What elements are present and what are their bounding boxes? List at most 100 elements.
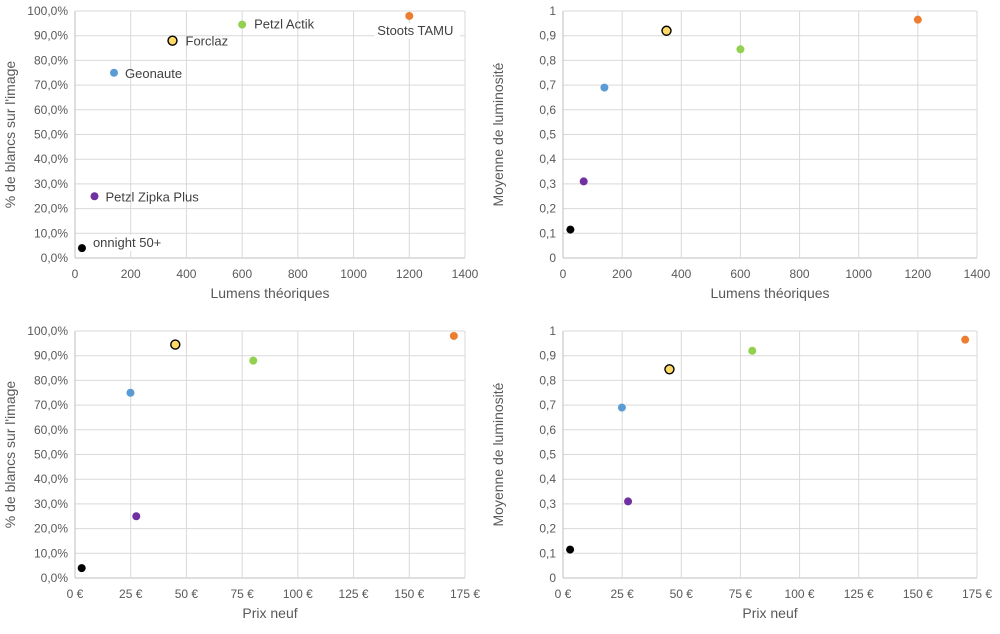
chart-4: 0 0,1 0,2 0,3 0,4 0,5 0,6 0,7 0,8 0,9 1 0 € 25 € 50 €… bbox=[490, 324, 992, 621]
x-axis-title: Lumens théoriques bbox=[210, 285, 329, 301]
data-point bbox=[624, 497, 633, 506]
data-point bbox=[661, 25, 672, 36]
data-label-background bbox=[89, 235, 170, 252]
x-tick-label: 50 € bbox=[670, 587, 694, 601]
data-point bbox=[664, 364, 675, 375]
data-label-background bbox=[374, 22, 461, 39]
data-point bbox=[449, 331, 458, 340]
y-tick-label: 70,0% bbox=[34, 78, 68, 92]
y-tick-label: 0,0% bbox=[41, 571, 69, 585]
y-tick-label: 1 bbox=[549, 324, 556, 338]
y-tick-label: 80,0% bbox=[34, 53, 68, 67]
x-tick-label: 175 € bbox=[962, 587, 992, 601]
x-tick-label: 100 € bbox=[785, 587, 815, 601]
y-tick-label: 0,4 bbox=[539, 152, 556, 166]
x-tick-label: 100 € bbox=[283, 587, 313, 601]
y-tick-label: 0,5 bbox=[539, 128, 556, 142]
data-point bbox=[736, 45, 745, 54]
y-tick-label: 70,0% bbox=[34, 398, 68, 412]
data-point bbox=[90, 192, 99, 201]
y-tick-label: 50,0% bbox=[34, 128, 68, 142]
x-tick-label: 1000 bbox=[340, 267, 367, 281]
x-tick-label: 75 € bbox=[729, 587, 753, 601]
gridlines bbox=[562, 330, 978, 579]
y-axis-title: % de blancs sur l'image bbox=[2, 381, 18, 529]
y-tick-label: 10,0% bbox=[34, 546, 68, 560]
x-tick-label: 25 € bbox=[119, 587, 143, 601]
y-tick-label: 0,9 bbox=[539, 29, 556, 43]
data-label: Petzl Actik bbox=[254, 17, 314, 32]
x-tick-label: 600 bbox=[730, 267, 750, 281]
y-axis-title: Moyenne de luminosité bbox=[490, 62, 506, 206]
x-tick-label: 0 bbox=[72, 267, 79, 281]
y-tick-label: 0,2 bbox=[539, 522, 556, 536]
x-tick-label: 0 € bbox=[67, 587, 84, 601]
x-tick-label: 0 € bbox=[555, 587, 572, 601]
data-label: Petzl Zipka Plus bbox=[106, 189, 200, 204]
x-tick-label: 400 bbox=[176, 267, 196, 281]
x-tick-label: 125 € bbox=[844, 587, 874, 601]
y-tick-label: 30,0% bbox=[34, 497, 68, 511]
y-tick-label: 100,0% bbox=[27, 324, 68, 338]
y-tick-label: 0,2 bbox=[539, 202, 556, 216]
x-tick-label: 25 € bbox=[610, 587, 634, 601]
data-point bbox=[77, 564, 86, 573]
y-tick-label: 80,0% bbox=[34, 373, 68, 387]
y-tick-label: 0,4 bbox=[539, 472, 556, 486]
x-tick-label: 200 bbox=[121, 267, 141, 281]
chart-3: 0,0% 10,0% 20,0% 30,0% 40,0% 50,0% 60,0% 70,0% 8… bbox=[2, 324, 480, 621]
data-point bbox=[170, 339, 181, 350]
data-point bbox=[238, 20, 247, 29]
data-point bbox=[913, 15, 922, 24]
chart-1: 0,0% 10,0% 20,0% 30,0% 40,0% 50,0% 60,0% 70,0% 8… bbox=[2, 4, 479, 301]
x-tick-label: 0 bbox=[560, 267, 567, 281]
gridlines bbox=[74, 10, 466, 259]
y-tick-label: 0,3 bbox=[539, 497, 556, 511]
y-tick-label: 0,8 bbox=[539, 373, 556, 387]
y-tick-label: 0,6 bbox=[539, 423, 556, 437]
y-tick-label: 0,1 bbox=[539, 226, 556, 240]
data-point bbox=[579, 177, 588, 186]
x-tick-label: 175 € bbox=[450, 587, 480, 601]
x-tick-label: 200 bbox=[612, 267, 632, 281]
x-axis-title: Prix neuf bbox=[742, 605, 797, 621]
x-axis-title: Prix neuf bbox=[242, 605, 297, 621]
x-axis-title: Lumens théoriques bbox=[710, 285, 829, 301]
data-point bbox=[748, 346, 757, 355]
x-tick-label: 800 bbox=[288, 267, 308, 281]
y-tick-label: 90,0% bbox=[34, 349, 68, 363]
data-point bbox=[566, 225, 575, 234]
gridlines bbox=[74, 330, 466, 579]
data-label: Stoots TAMU bbox=[377, 23, 453, 38]
y-tick-label: 0 bbox=[549, 251, 556, 265]
y-tick-label: 60,0% bbox=[34, 423, 68, 437]
data-point bbox=[110, 68, 118, 77]
y-tick-label: 0 bbox=[549, 571, 556, 585]
y-tick-label: 0,1 bbox=[539, 546, 556, 560]
data-point bbox=[566, 545, 575, 554]
y-tick-label: 0,0% bbox=[41, 251, 69, 265]
y-tick-label: 50,0% bbox=[34, 448, 68, 462]
y-axis-title: Moyenne de luminosité bbox=[490, 382, 506, 526]
x-tick-label: 1200 bbox=[905, 267, 932, 281]
data-label: onnight 50+ bbox=[93, 235, 161, 250]
data-point bbox=[167, 35, 178, 46]
data-point bbox=[405, 11, 414, 20]
data-point bbox=[961, 335, 970, 344]
x-tick-label: 150 € bbox=[394, 587, 424, 601]
y-tick-label: 20,0% bbox=[34, 202, 68, 216]
y-tick-label: 0,8 bbox=[539, 53, 556, 67]
y-tick-label: 40,0% bbox=[34, 472, 68, 486]
x-tick-label: 400 bbox=[671, 267, 691, 281]
y-tick-label: 0,7 bbox=[539, 78, 556, 92]
chart-2: 0 0,1 0,2 0,3 0,4 0,5 0,6 0,7 0,8 0,9 1 0 200 400 600 8… bbox=[490, 4, 991, 301]
gridlines bbox=[562, 10, 978, 259]
data-point bbox=[617, 403, 626, 412]
data-point bbox=[132, 512, 141, 521]
x-tick-label: 150 € bbox=[903, 587, 933, 601]
data-point bbox=[249, 356, 258, 365]
x-tick-label: 1200 bbox=[396, 267, 423, 281]
x-tick-label: 800 bbox=[790, 267, 810, 281]
data-label: Forclaz bbox=[186, 34, 229, 49]
